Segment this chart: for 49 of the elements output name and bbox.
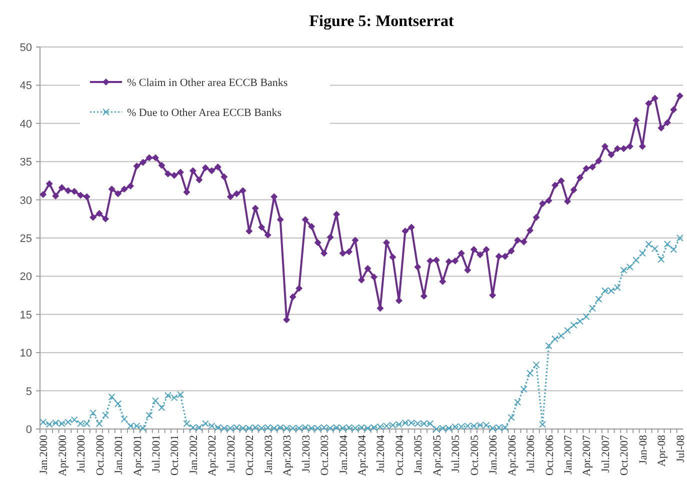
x-tick-label: Oct.2004	[394, 434, 406, 476]
x-tick-label: Apr.2007	[581, 434, 594, 476]
chart-title: Figure 5: Montserrat	[309, 13, 454, 30]
legend-label: % Claim in Other area ECCB Banks	[127, 77, 288, 89]
x-tick-label: Jul.2001	[150, 435, 162, 473]
y-tick-label: 20	[20, 271, 32, 284]
y-tick-label: 40	[20, 118, 32, 130]
y-tick-label: 35	[20, 156, 32, 169]
x-tick-label: Oct.2006	[544, 434, 556, 476]
x-tick-label: Apr.2001	[132, 435, 144, 476]
x-tick-label: Jan.2004	[338, 434, 350, 474]
x-tick-label: Apr.2006	[506, 434, 518, 476]
x-tick-label: Jul.2004	[375, 434, 388, 473]
x-tick-label: Apr.2003	[282, 434, 294, 476]
x-tick-label: Oct.2005	[468, 434, 481, 476]
x-tick-label: Jan.2006	[488, 434, 500, 474]
x-tick-label: Jul.2002	[225, 435, 238, 473]
x-tick-label: Apr.2004	[356, 434, 368, 476]
x-tick-label: Jul.2000	[76, 434, 88, 473]
x-tick-label: Apr-08	[656, 434, 668, 467]
y-tick-label: 45	[20, 80, 32, 92]
y-tick-label: 25	[20, 233, 32, 245]
x-tick-label: Jul.2003	[300, 434, 312, 473]
x-tick-label: Jul.2006	[525, 434, 538, 473]
x-tick-label: Jul.2005	[450, 434, 462, 473]
x-tick-label: Oct.2003	[319, 434, 332, 476]
y-tick-label: 50	[20, 42, 32, 54]
x-tick-label: Jan.2007	[562, 434, 575, 474]
y-tick-label: 30	[20, 194, 32, 207]
y-tick-label: 0	[26, 424, 32, 436]
x-tick-label: Apr.2002	[206, 435, 219, 476]
legend-label: % Due to Other Area ECCB Banks	[127, 107, 282, 119]
x-tick-label: Jan.2001	[113, 435, 126, 474]
x-tick-label: Oct.2007	[618, 434, 631, 476]
y-tick-label: 15	[20, 309, 32, 322]
x-tick-label: Jan-08	[637, 434, 650, 464]
x-tick-label: Jul.2007	[600, 434, 612, 473]
x-tick-label: Apr.2005	[431, 434, 444, 476]
x-tick-label: Oct.2000	[94, 434, 106, 476]
x-tick-label: Oct.2001	[169, 435, 182, 476]
x-tick-label: Jan.2003	[262, 434, 275, 474]
x-tick-label: Apr.2000	[56, 434, 69, 476]
x-tick-label: Jan.2005	[412, 434, 425, 474]
y-tick-label: 10	[20, 348, 32, 360]
y-tick-label: 5	[26, 386, 32, 398]
x-tick-label: Oct.2002	[244, 435, 256, 476]
x-tick-label: Jul-08	[674, 434, 687, 462]
x-tick-label: Jan.2002	[188, 435, 200, 474]
x-tick-label: Jan.2000	[38, 434, 50, 474]
